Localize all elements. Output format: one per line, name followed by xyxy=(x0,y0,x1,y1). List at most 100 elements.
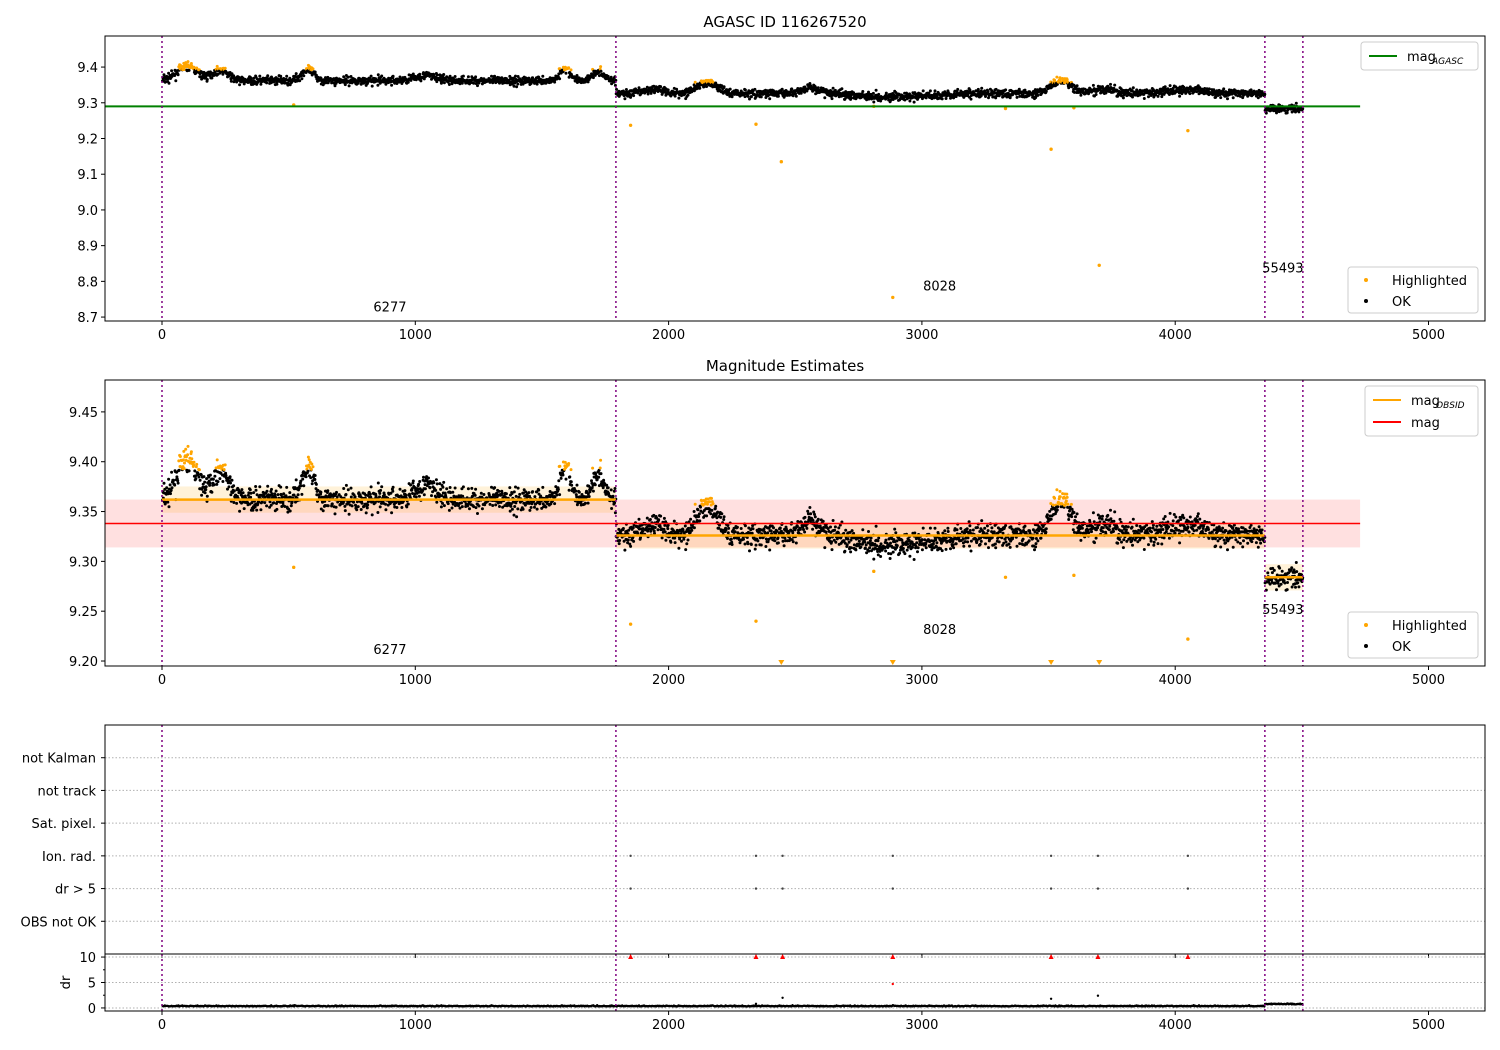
ok-point xyxy=(350,504,354,508)
ok-point xyxy=(510,82,514,86)
highlighted-point xyxy=(1055,75,1059,79)
ok-point xyxy=(379,488,383,492)
ok-point xyxy=(637,517,641,521)
ok-point xyxy=(746,542,750,546)
ok-point xyxy=(516,82,520,86)
ok-point xyxy=(533,495,537,499)
ok-point xyxy=(685,87,688,91)
ok-point xyxy=(518,492,522,496)
ok-point xyxy=(874,524,878,528)
ok-point xyxy=(831,519,835,522)
ok-point xyxy=(751,527,755,531)
ok-point xyxy=(908,99,912,103)
ok-point xyxy=(173,483,177,487)
ok-point xyxy=(281,501,285,505)
ok-point xyxy=(409,483,413,487)
ok-point xyxy=(666,523,670,527)
ok-point xyxy=(791,531,795,535)
ok-point xyxy=(618,539,622,542)
ok-point xyxy=(414,495,418,499)
ok-point xyxy=(476,84,479,88)
ok-point xyxy=(376,83,380,87)
highlighted-point xyxy=(779,160,784,164)
ok-point xyxy=(380,485,384,489)
ok-point xyxy=(569,480,573,484)
ok-point xyxy=(780,87,784,91)
highlighted-point xyxy=(569,468,573,472)
ok-point xyxy=(609,75,613,79)
highlighted-point xyxy=(182,467,186,470)
ok-point xyxy=(258,74,262,78)
highlighted-point xyxy=(599,65,603,69)
ok-point xyxy=(766,531,770,535)
ok-point xyxy=(346,488,350,492)
ok-point xyxy=(299,484,303,488)
ok-point xyxy=(663,530,667,534)
ok-point xyxy=(241,491,245,495)
ok-point xyxy=(313,474,317,477)
ok-point xyxy=(849,546,853,550)
ok-point xyxy=(669,94,673,98)
highlighted-point xyxy=(306,455,310,459)
highlighted-point xyxy=(186,60,190,64)
highlighted-point xyxy=(591,466,595,470)
ok-point xyxy=(230,72,234,76)
ok-point xyxy=(680,539,683,543)
ok-point xyxy=(447,508,451,512)
highlighted-point xyxy=(192,460,196,464)
highlighted-point xyxy=(192,65,196,69)
ok-point xyxy=(709,512,713,516)
ok-point xyxy=(418,72,422,76)
ok-point xyxy=(376,73,380,77)
highlighted-point xyxy=(311,67,315,71)
ok-point xyxy=(626,538,630,542)
ok-point xyxy=(476,512,479,515)
ok-point xyxy=(302,484,306,488)
ok-point xyxy=(274,489,278,493)
ok-point xyxy=(705,85,709,88)
y-tick-label: 8.8 xyxy=(77,275,98,290)
ok-point xyxy=(254,485,258,488)
ok-point xyxy=(314,482,318,486)
ok-point xyxy=(342,75,346,79)
ok-point xyxy=(479,491,483,495)
ok-point xyxy=(809,512,813,516)
ok-point xyxy=(884,91,888,95)
ok-point xyxy=(749,543,753,546)
ok-point xyxy=(689,517,693,521)
ok-point xyxy=(662,516,666,520)
ok-point xyxy=(360,501,364,505)
ok-point xyxy=(672,86,676,90)
ok-point xyxy=(232,489,236,493)
ok-point xyxy=(376,481,380,485)
ok-point xyxy=(176,481,180,485)
ok-point xyxy=(874,88,878,92)
ok-point xyxy=(537,488,541,492)
ok-point xyxy=(1160,95,1164,99)
ok-point xyxy=(242,82,246,86)
ok-point xyxy=(849,550,853,554)
ok-point xyxy=(606,486,610,490)
ok-point xyxy=(343,83,347,87)
ok-point xyxy=(296,493,300,497)
ok-point xyxy=(512,513,516,517)
ok-point xyxy=(442,81,446,85)
ok-point xyxy=(843,549,847,553)
ok-point xyxy=(366,503,370,507)
ok-point xyxy=(824,530,828,534)
ok-point xyxy=(720,512,724,516)
ok-point xyxy=(645,516,649,520)
ok-point xyxy=(664,538,668,542)
ok-point xyxy=(434,488,438,492)
y-tick-label: 9.1 xyxy=(77,168,98,183)
ok-point xyxy=(621,89,625,93)
ok-point xyxy=(872,557,876,561)
ok-point xyxy=(735,525,739,529)
ok-point xyxy=(369,74,373,78)
ok-point xyxy=(748,549,751,553)
ok-point xyxy=(868,546,872,550)
obsid-label: 8028 xyxy=(923,279,956,294)
ok-point xyxy=(666,88,670,92)
ok-point xyxy=(846,537,850,541)
ok-point xyxy=(221,480,225,483)
